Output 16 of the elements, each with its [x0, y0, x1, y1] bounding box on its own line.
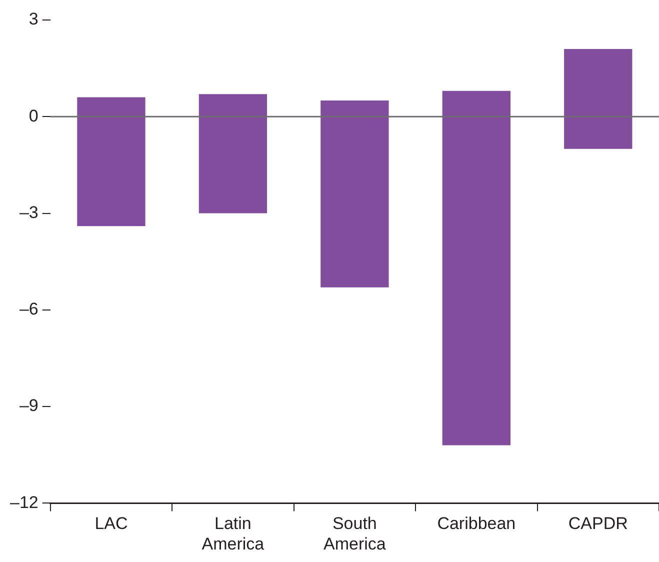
y-tick-label: 0 [28, 106, 38, 126]
y-tick-label: –3 [19, 202, 38, 222]
bar [198, 94, 268, 214]
x-tick-label: CAPDR [568, 514, 628, 534]
bar [77, 97, 146, 226]
bar [564, 48, 632, 149]
x-tick-label: LAC [94, 514, 128, 534]
bar [320, 100, 389, 288]
y-tick-label: –12 [10, 492, 38, 512]
y-tick-label: 3 [28, 10, 38, 29]
bar [442, 90, 510, 446]
y-tick-label: –6 [19, 300, 38, 319]
x-tick-label: Latin America [202, 514, 265, 554]
x-tick-label: Caribbean [437, 514, 516, 534]
y-tick-label: –9 [19, 396, 38, 416]
x-tick-label: South America [324, 514, 386, 554]
